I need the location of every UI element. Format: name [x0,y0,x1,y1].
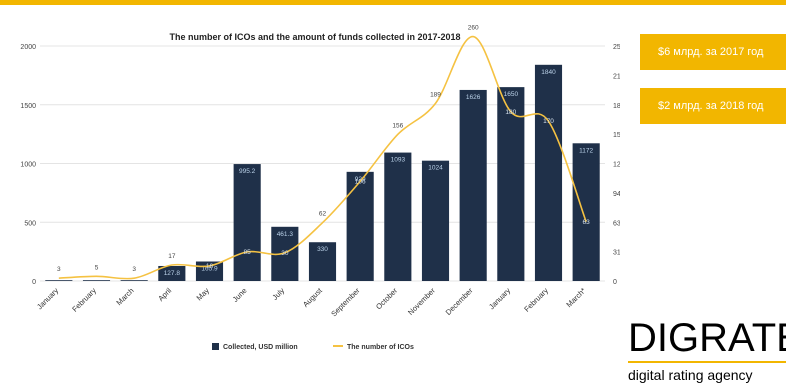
bar [534,64,563,281]
line-value-label: 85 [244,249,252,256]
x-tick-label: December [444,286,475,317]
bar-value-label: 1840 [541,69,556,76]
x-axis: January February March April May June July Augu… [35,285,588,318]
x-tick-label: June [231,286,249,304]
bar-value-label: 929 [355,176,366,183]
bar [384,152,412,281]
bar-value-label: 330 [317,246,328,253]
brand-underline [628,361,786,363]
x-tick-label: October [374,286,400,312]
right-tick-label: 219 [613,73,620,80]
brand-logo: DIGRATE [628,316,786,360]
x-tick-label: September [329,286,362,319]
right-tick-label: 0 [613,279,617,286]
right-tick-label: 31 [613,250,620,257]
bar-value-label: 1093 [391,157,406,164]
legend: Collected, USD million The number of ICOs [212,343,414,351]
line-value-label: 180 [505,109,516,116]
bar [497,87,525,281]
bar [308,242,337,281]
x-tick-label: January [487,286,512,311]
x-tick-label: July [270,286,286,302]
line-value-label: 3 [132,266,136,273]
line-value-label: 3 [57,266,61,273]
bar-value-label: 995.2 [239,168,256,175]
bar [572,143,600,281]
chart-title: The number of ICOs and the amount of fun… [169,32,460,42]
line-value-label: 170 [543,118,554,125]
bar [158,265,186,281]
x-tick-label: May [195,286,212,303]
left-tick-label: 500 [24,220,36,227]
left-tick-label: 0 [32,279,36,286]
bar [233,164,261,281]
right-tick-label: 94 [613,191,620,198]
bar-value-label: 1650 [504,91,519,98]
right-axis: 0 31 63 94 125 156 188 219 250 [613,44,620,286]
line-value-label: 156 [392,122,403,129]
bar-value-label: 165.9 [201,266,218,273]
bar [421,160,450,281]
left-tick-label: 2000 [20,44,36,51]
line-value-label: 260 [468,25,479,32]
callout-2018-total: $2 млрд. за 2018 год [640,88,786,124]
bar [346,171,374,281]
x-tick-label: August [301,285,325,309]
right-tick-label: 156 [613,132,620,139]
line-value-label: 189 [430,91,441,98]
left-tick-label: 1500 [20,103,36,110]
line-value-label: 62 [319,211,327,218]
line-value-label: 106 [355,178,366,185]
bar-value-label: 1626 [466,94,481,101]
legend-label-line: The number of ICOs [347,344,414,351]
bar-value-label: 127.8 [164,270,181,277]
right-tick-label: 250 [613,44,620,51]
bar-value-label: 1024 [428,165,443,172]
ico-count-line [58,35,587,280]
left-tick-label: 1000 [20,162,36,169]
x-tick-label: February [522,286,550,314]
line-value-label: 63 [583,219,591,226]
x-tick-label: March* [564,286,587,309]
line-value-label: 16 [206,263,214,270]
x-tick-label: November [406,286,437,317]
legend-label-bar: Collected, USD million [223,344,298,351]
line-value-label: 17 [168,253,176,260]
x-tick-label: April [156,286,173,303]
bar [45,280,73,281]
legend-swatch-bar [212,343,219,350]
bar [120,280,148,281]
brand-tagline: digital rating agency [628,367,753,383]
bar [82,280,111,281]
line-value-label: 5 [95,264,99,271]
left-axis: 0 500 1000 1500 2000 [20,44,36,286]
bar [459,89,487,281]
top-accent-bar [0,0,786,5]
x-tick-label: February [70,286,98,314]
x-tick-label: March [114,286,135,307]
right-tick-label: 125 [613,162,620,169]
right-tick-label: 63 [613,220,620,227]
bar-value-label: 1172 [579,147,593,154]
callout-2017-total: $6 млрд. за 2017 год [640,34,786,70]
x-tick-label: January [35,286,60,311]
ico-chart: The number of ICOs and the amount of fun… [20,25,620,351]
bar-value-label: 461.3 [277,231,294,238]
right-tick-label: 188 [613,103,620,110]
line-value-label: 30 [281,250,289,257]
line-series: 3 5 3 17 16 85 30 62 106 156 189 260 180 170 63 [57,25,591,280]
